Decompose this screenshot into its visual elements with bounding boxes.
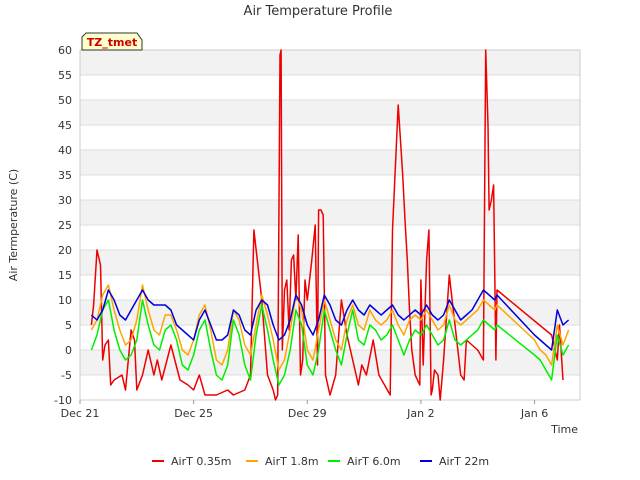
tag-box: TZ_tmet [81,32,143,51]
series-line-3 [90,299,570,386]
y-tick-label: 10 [58,294,72,307]
y-tick-label: 40 [58,144,72,157]
y-tick-label: 20 [58,244,72,257]
x-tick-label: Jan 2 [406,407,434,420]
y-axis-label: Air Termperature (C) [7,169,20,281]
legend: AirT 0.35m AirT 1.8m AirT 6.0m AirT 22m [152,455,489,468]
grid-band [80,100,580,125]
y-tick-label: 0 [65,344,72,357]
y-tick-label: 55 [58,69,72,82]
series-lines [90,49,570,401]
x-tick-label: Dec 25 [174,407,213,420]
grid-band [80,150,580,175]
y-tick-label: 35 [58,169,72,182]
tag-box-shape [81,32,143,51]
tag-label: TZ_tmet [87,36,137,49]
y-tick-label: 45 [58,119,72,132]
grid-band [80,50,580,75]
y-tick-label: -10 [54,394,72,407]
y-tick-label: 15 [58,269,72,282]
y-tick-label: 30 [58,194,72,207]
plot-border [79,49,581,401]
legend-label: AirT 6.0m [347,455,401,468]
y-tick-label: 50 [58,94,72,107]
series-line-4 [90,289,570,351]
y-tick-label: -5 [61,369,72,382]
series-line-2 [90,284,570,371]
x-tick-label: Jan 6 [520,407,548,420]
y-tick-label: 60 [58,44,72,57]
x-axis-label: Time [550,423,578,436]
x-tick-labels: Dec 21 Dec 25 Dec 29 Jan 2 Jan 6 [61,400,548,420]
y-tick-label: 5 [65,319,72,332]
grid-band [80,200,580,225]
y-tick-labels: -10 -5 0 5 10 15 20 25 30 35 40 45 50 55 60 [54,44,72,407]
grid-band [80,250,580,275]
chart-title: Air Temperature Profile [244,4,393,19]
legend-label: AirT 0.35m [171,455,232,468]
x-tick-label: Dec 29 [288,407,327,420]
x-tick-label: Dec 21 [61,407,100,420]
legend-label: AirT 1.8m [265,455,319,468]
legend-label: AirT 22m [439,455,489,468]
y-tick-label: 25 [58,219,72,232]
